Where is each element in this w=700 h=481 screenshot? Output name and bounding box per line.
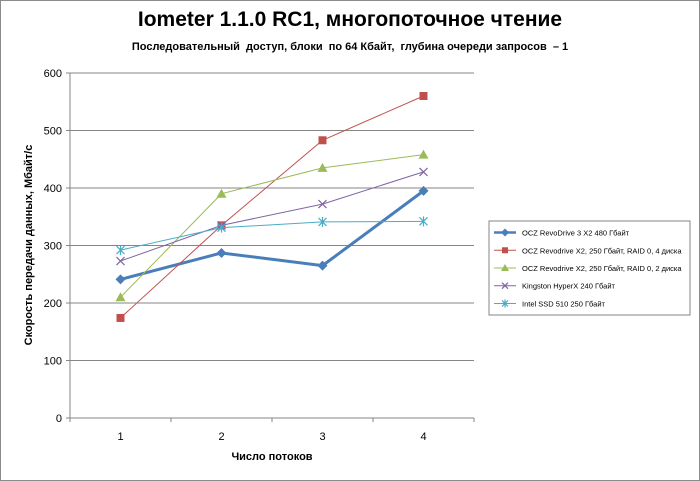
y-tick-label: 300 — [44, 241, 62, 253]
data-point — [418, 185, 429, 196]
data-point — [115, 292, 126, 302]
data-point — [419, 216, 428, 227]
x-tick-label: 4 — [420, 431, 426, 443]
series-line — [120, 220, 424, 251]
series-5 — [116, 216, 428, 256]
data-point — [318, 136, 327, 145]
series-2 — [116, 92, 428, 322]
data-point — [317, 162, 328, 172]
legend: OCZ RevoDrive 3 X2 480 Гбайт OCZ Revodriv… — [488, 220, 691, 316]
legend-marker — [501, 299, 509, 308]
legend-item: OCZ RevoDrive 3 X2 480 Гбайт — [494, 228, 630, 238]
legend-label: Intel SSD 510 250 Гбайт — [522, 299, 606, 308]
legend-marker — [502, 247, 508, 254]
x-tick-label: 3 — [319, 431, 325, 443]
legend-label: OCZ Revodrive X2, 250 Гбайт, RAID 0, 2 д… — [522, 264, 682, 273]
data-point — [116, 256, 125, 266]
data-point — [419, 92, 428, 100]
data-point — [115, 274, 126, 285]
y-tick-label: 400 — [44, 183, 62, 195]
x-tick-label: 2 — [218, 431, 224, 443]
y-tick-label: 0 — [56, 413, 62, 425]
y-tick-label: 600 — [44, 68, 62, 80]
data-point — [116, 313, 125, 322]
series-3 — [115, 149, 429, 302]
legend-label: OCZ RevoDrive 3 X2 480 Гбайт — [522, 229, 630, 238]
legend-label: Kingston HyperX 240 Гбайт — [522, 282, 616, 291]
y-tick-label: 200 — [44, 298, 62, 310]
data-point — [216, 247, 227, 258]
series-line — [120, 171, 424, 262]
x-axis-label: Число потоков — [231, 451, 312, 463]
data-point — [418, 149, 429, 159]
data-point — [217, 222, 226, 233]
data-point — [318, 216, 327, 227]
y-tick-label: 500 — [44, 126, 62, 138]
legend-label: OCZ Revodrive X2, 250 Гбайт, RAID 0, 4 д… — [522, 246, 682, 255]
data-point — [419, 167, 428, 177]
series-line — [120, 154, 424, 298]
legend-box — [488, 220, 691, 316]
series-line — [120, 95, 424, 319]
series-1 — [115, 185, 429, 285]
series-line — [120, 189, 425, 281]
legend-marker — [501, 264, 509, 271]
chart-title: Iometer 1.1.0 RC1, многопоточное чтение — [137, 8, 563, 31]
data-point — [116, 245, 125, 256]
legend-marker — [501, 282, 509, 290]
chart-subtitle: Последовательный доступ, блоки по 64 Кба… — [131, 41, 569, 53]
data-point — [216, 188, 227, 198]
legend-item: OCZ Revodrive X2, 250 Гбайт, RAID 0, 2 д… — [494, 264, 682, 273]
legend-item: Intel SSD 510 250 Гбайт — [494, 299, 606, 308]
x-tick-label: 1 — [117, 431, 123, 443]
y-tick-label: 100 — [44, 356, 62, 368]
legend-item: Kingston HyperX 240 Гбайт — [494, 282, 616, 291]
legend-item: OCZ Revodrive X2, 250 Гбайт, RAID 0, 4 д… — [494, 246, 682, 255]
data-point — [317, 260, 328, 271]
legend-marker — [501, 228, 509, 237]
y-axis-label: Скорость передачи данных, Мбайт/с — [23, 145, 35, 346]
data-point — [318, 199, 327, 209]
